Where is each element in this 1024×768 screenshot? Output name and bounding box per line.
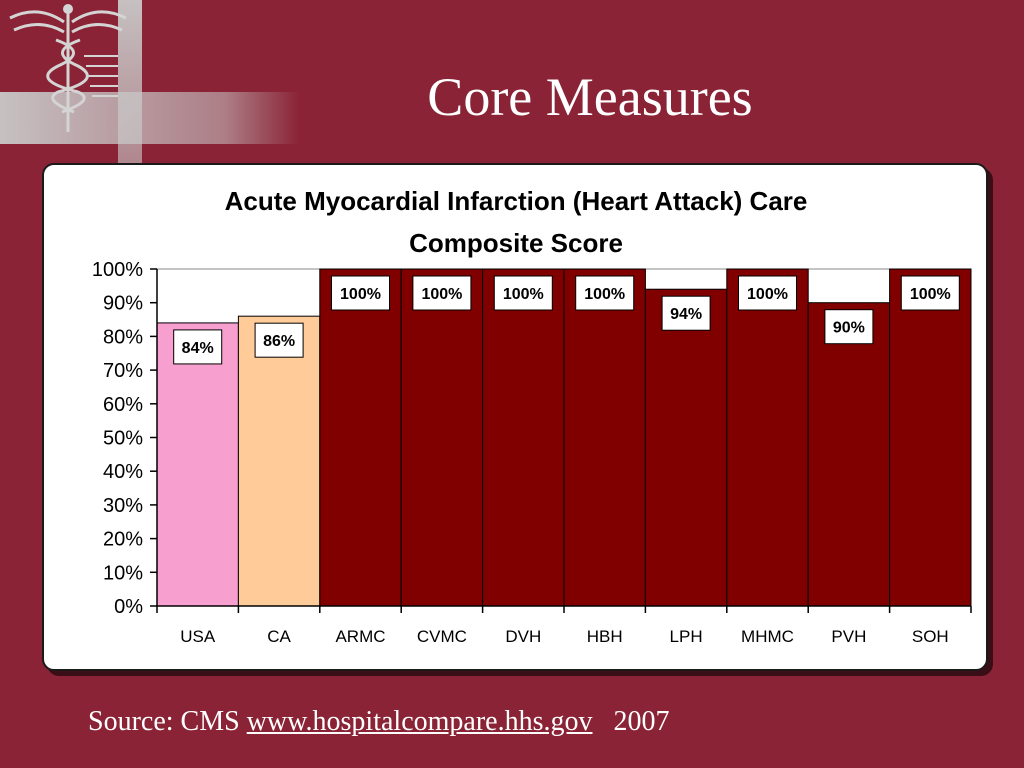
data-label: 100% xyxy=(747,286,788,303)
x-tick-label: ARMC xyxy=(335,627,385,646)
data-label: 100% xyxy=(340,286,381,303)
data-label-box xyxy=(254,322,304,358)
bar-pvh xyxy=(807,302,891,607)
y-tick-label: 30% xyxy=(103,495,143,517)
data-label: 86% xyxy=(263,333,295,350)
data-label: 90% xyxy=(833,320,865,337)
data-label: 100% xyxy=(421,286,462,303)
y-tick-label: 100% xyxy=(92,259,143,281)
bar-armc xyxy=(319,268,402,607)
data-label: 94% xyxy=(670,306,702,323)
bar-dvh xyxy=(482,268,565,607)
x-tick-label: MHMC xyxy=(741,627,794,646)
source-year: 2007 xyxy=(613,706,670,737)
y-tick-label: 60% xyxy=(103,394,143,416)
y-tick-label: 0% xyxy=(114,596,143,618)
data-label: 84% xyxy=(182,340,214,357)
bar-chart: Acute Myocardial Infarction (Heart Attac… xyxy=(92,186,972,646)
y-tick-label: 50% xyxy=(103,428,143,450)
data-label-box xyxy=(900,275,960,311)
y-tick-label: 70% xyxy=(103,360,143,382)
data-label-box xyxy=(493,275,553,311)
x-tick-label: CA xyxy=(267,627,291,646)
bar-cvmc xyxy=(400,268,484,607)
x-tick-label: DVH xyxy=(505,627,541,646)
x-tick-label: PVH xyxy=(831,627,866,646)
plot-area: 0% 10% 20% 30% 40% 50% 60% 70% 80% 90% 100% USA CA AR… xyxy=(92,259,972,646)
chart-title-line-2: Composite Score xyxy=(409,228,623,258)
x-tick-label: CVMC xyxy=(417,627,467,646)
data-label-box xyxy=(173,329,223,365)
bar-usa xyxy=(156,322,239,607)
y-tick-label: 80% xyxy=(103,326,143,348)
data-label-box xyxy=(824,309,874,345)
data-label-box xyxy=(575,275,635,311)
data-label-box xyxy=(738,275,797,311)
y-tick-label: 40% xyxy=(103,461,143,483)
source-link[interactable]: www.hospitalcompare.hhs.gov xyxy=(246,706,593,737)
chart-panel: Acute Myocardial Infarction (Heart Attac… xyxy=(42,163,988,671)
x-tick-label: LPH xyxy=(670,627,703,646)
caduceus-logo-icon xyxy=(0,0,300,165)
bar-hbh xyxy=(563,268,646,607)
data-label-box xyxy=(412,275,472,311)
bar-mhmc xyxy=(726,268,809,607)
x-tick-label: USA xyxy=(180,627,216,646)
slide-title: Core Measures xyxy=(427,67,753,127)
source-line: Source: CMS www.hospitalcompare.hhs.gov … xyxy=(88,706,669,738)
bar-lph xyxy=(644,288,728,607)
y-tick-label: 10% xyxy=(103,562,143,584)
y-tick-label: 20% xyxy=(103,529,143,551)
x-tick-label: SOH xyxy=(912,627,949,646)
source-prefix: Source: CMS xyxy=(88,706,240,737)
bar-ca xyxy=(237,315,321,607)
data-label: 100% xyxy=(584,286,625,303)
data-label-box xyxy=(661,295,711,331)
data-label: 100% xyxy=(503,286,544,303)
bar-soh xyxy=(889,268,972,607)
x-tick-label: HBH xyxy=(587,627,623,646)
y-tick-label: 90% xyxy=(103,293,143,315)
data-label-box xyxy=(331,275,390,311)
chart-title-line-1: Acute Myocardial Infarction (Heart Attac… xyxy=(225,186,808,216)
data-label: 100% xyxy=(910,286,951,303)
